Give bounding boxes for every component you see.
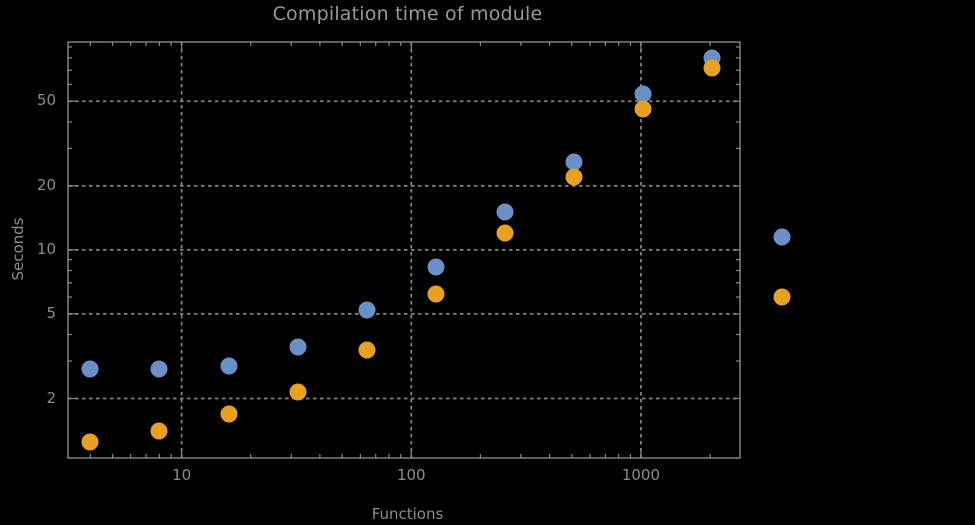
data-point-series-orange [773,288,791,306]
data-point-series-orange [565,168,583,186]
chart-title: Compilation time of module [272,3,543,25]
data-point-series-blue [289,338,307,356]
axis-ticks [68,42,740,458]
data-point-series-orange [289,383,307,401]
data-point-series-blue [565,153,583,171]
gridlines [68,42,740,458]
data-point-series-orange [427,285,445,303]
data-point-series-orange [358,341,376,358]
data-point-series-blue [427,258,445,276]
data-point-series-orange [496,224,514,242]
data-point-series-blue [773,228,791,246]
data-point-series-orange [81,433,99,451]
data-point-series-blue [81,360,99,378]
data-point-series-blue [220,357,238,375]
data-point-series-blue [634,85,652,103]
data-point-series-blue [358,301,376,319]
x-axis-label: Functions [371,505,444,523]
data-point-series-orange [634,100,652,118]
data-point-series-blue [150,360,168,378]
data-point-series-blue [496,203,514,221]
data-point-series-orange [150,422,168,440]
data-point-series-orange [703,59,721,77]
data-point-series-orange [220,405,238,422]
